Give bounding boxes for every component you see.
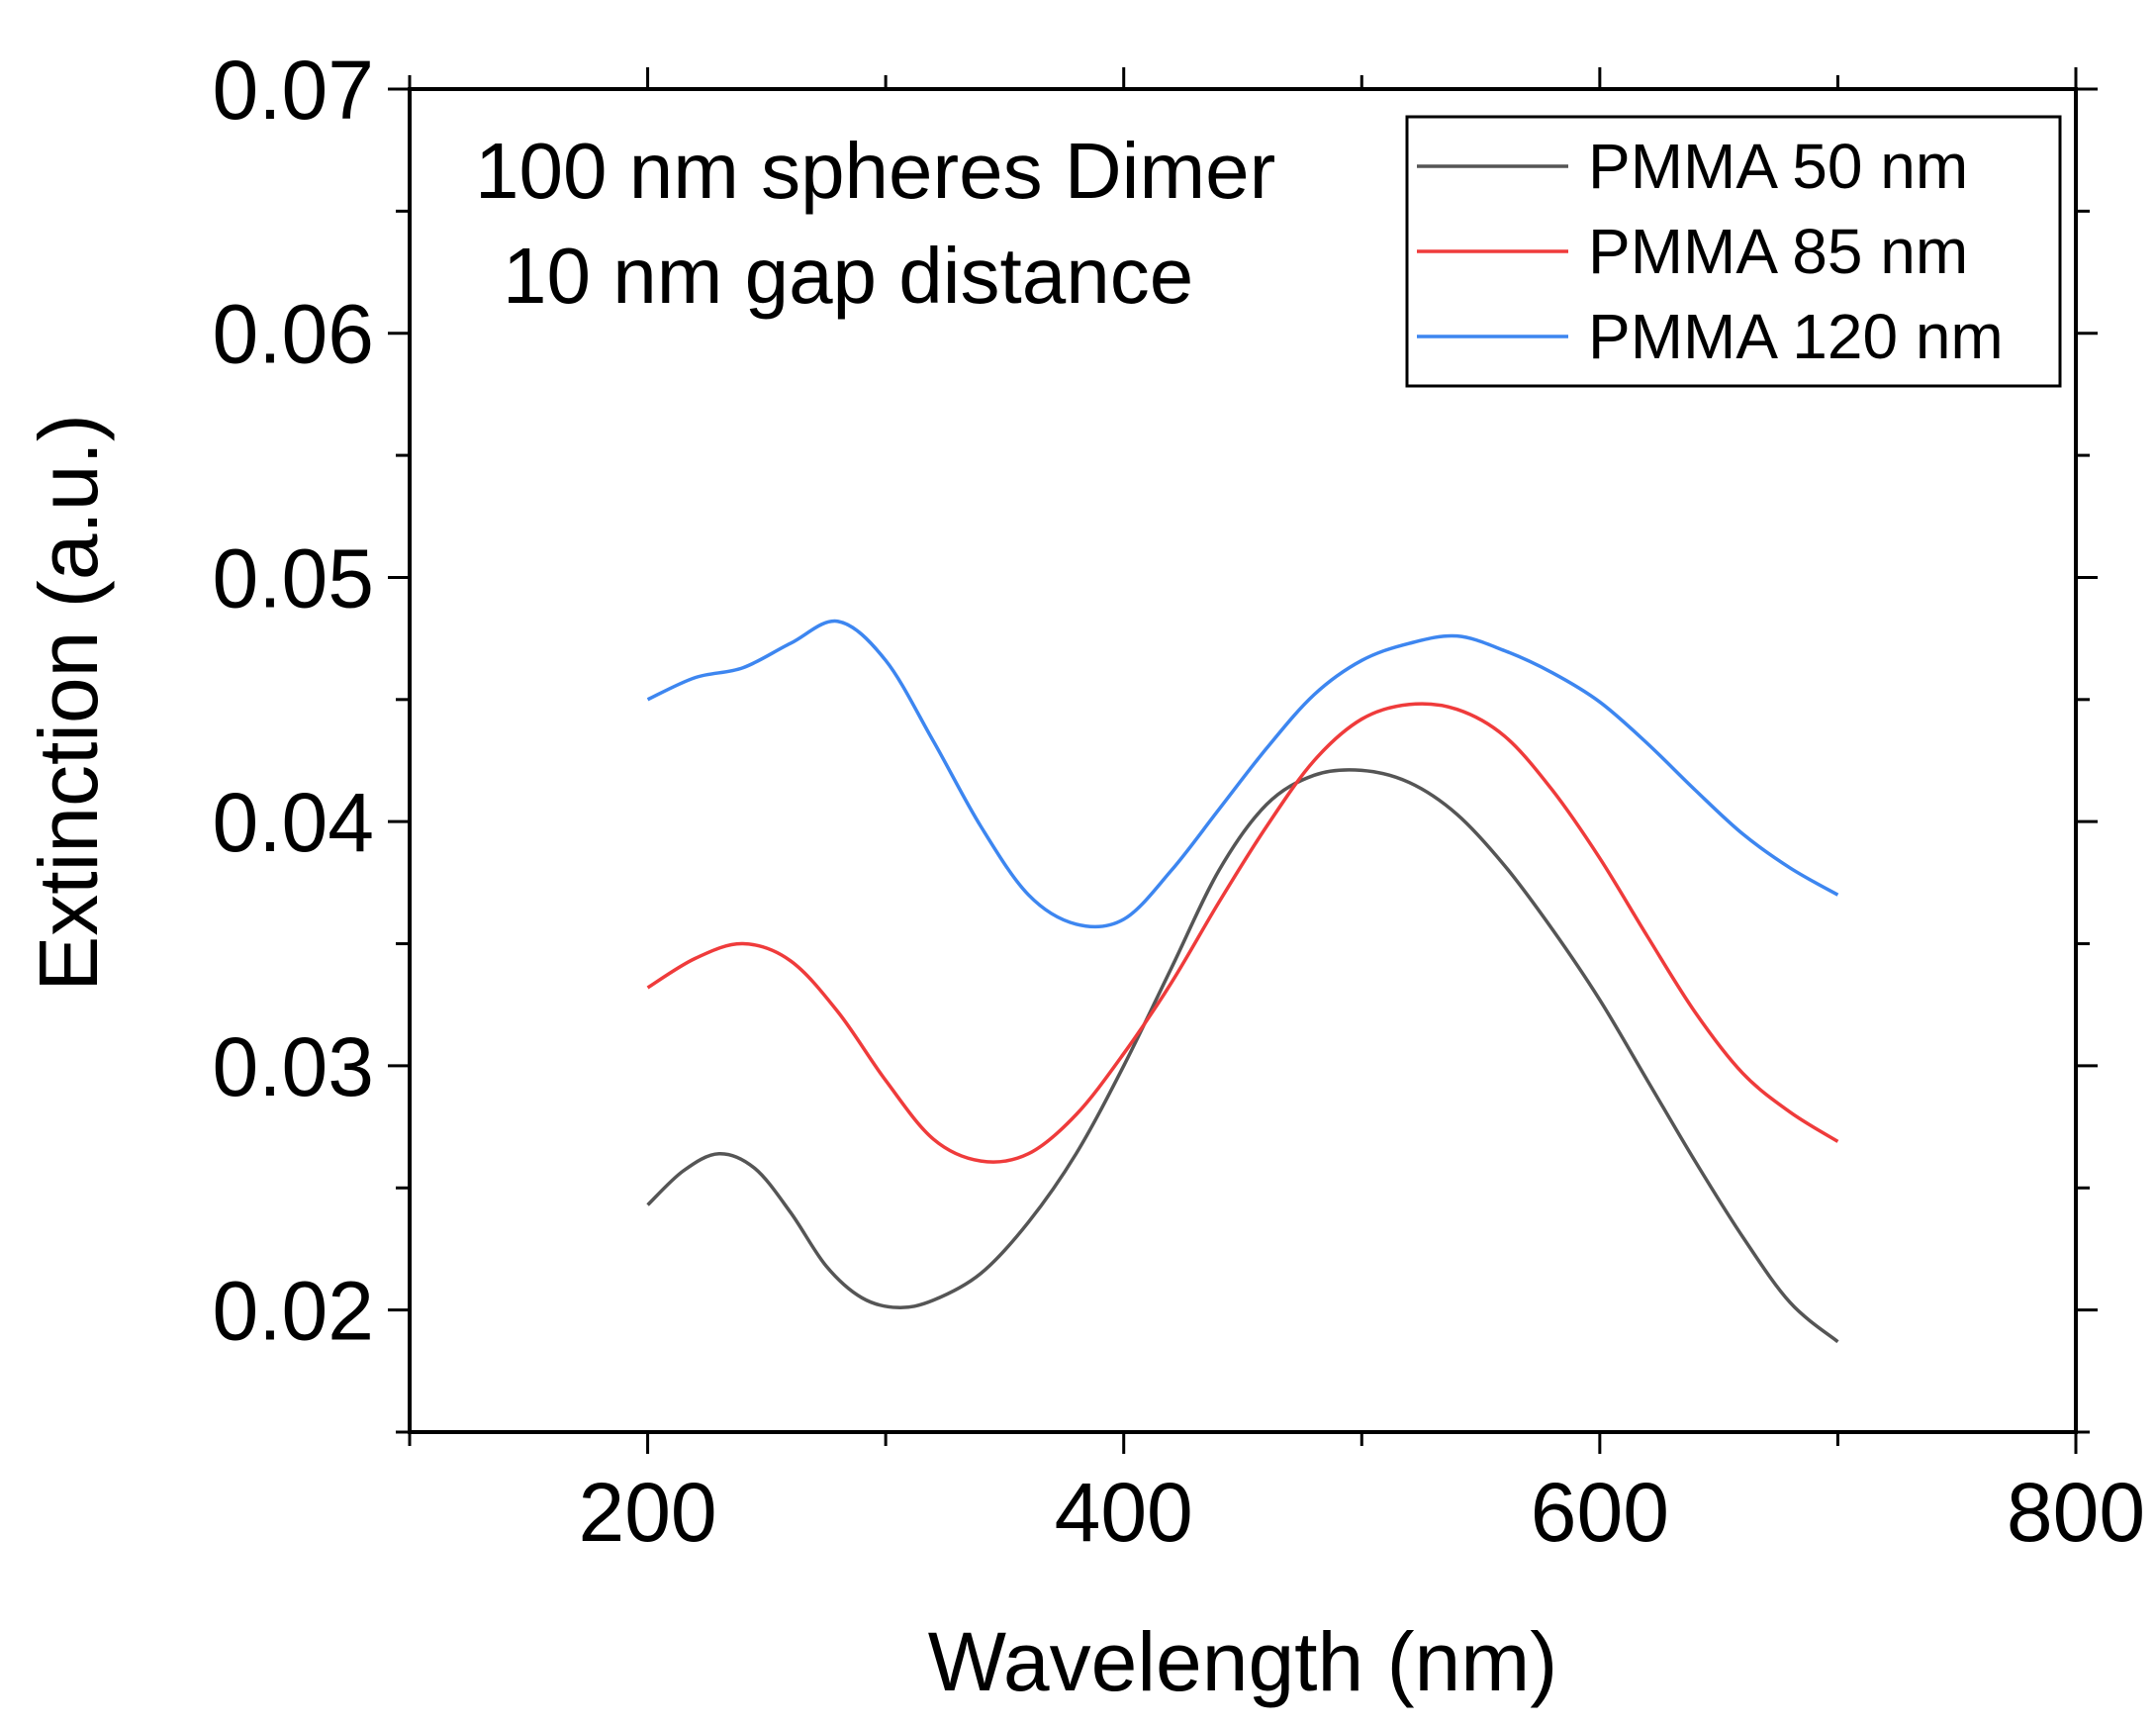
y-axis: 0.02 0.03 0.04 0.05 0.06 0.07 — [213, 44, 2098, 1434]
y-axis-title: Extinction (a.u.) — [22, 414, 115, 992]
plot-frame — [408, 87, 2078, 1434]
legend-label: PMMA 85 nm — [1588, 216, 1968, 287]
x-tick-label: 400 — [1055, 1466, 1193, 1559]
x-axis-title: Wavelength (nm) — [928, 1615, 1557, 1708]
annotation-line-2: 10 nm gap distance — [503, 232, 1193, 320]
y-tick-label: 0.03 — [213, 1020, 375, 1113]
x-tick-label: 600 — [1531, 1466, 1669, 1559]
annotation-line-1: 100 nm spheres Dimer — [475, 127, 1275, 215]
y-tick-label: 0.06 — [213, 288, 375, 381]
series-line-2 — [646, 619, 1839, 929]
x-axis: 200 400 600 800 — [408, 67, 2145, 1559]
y-tick-label: 0.04 — [213, 776, 375, 869]
legend: PMMA 50 nm PMMA 85 nm PMMA 120 nm — [1405, 115, 2062, 388]
y-tick-label: 0.05 — [213, 531, 375, 624]
x-tick-label: 800 — [2007, 1466, 2145, 1559]
series-line-0 — [646, 768, 1839, 1344]
legend-entries: PMMA 50 nm PMMA 85 nm PMMA 120 nm — [1417, 131, 2004, 372]
legend-label: PMMA 120 nm — [1588, 301, 2004, 372]
y-tick-label: 0.07 — [213, 44, 375, 137]
series-layer — [646, 619, 1839, 1344]
legend-label: PMMA 50 nm — [1588, 131, 1968, 202]
x-tick-label: 200 — [578, 1466, 716, 1559]
series-line-1 — [646, 702, 1839, 1164]
y-tick-label: 0.02 — [213, 1265, 375, 1358]
